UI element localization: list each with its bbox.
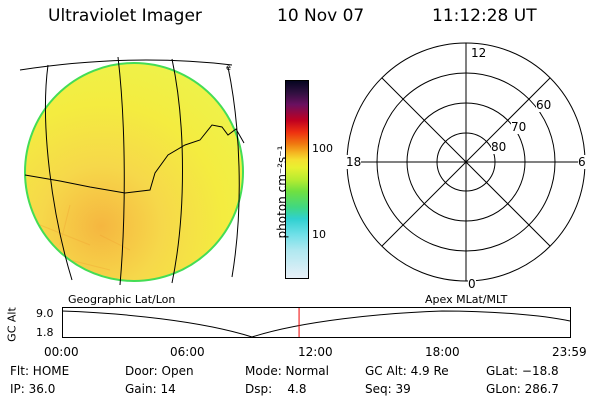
polar-plot: [346, 42, 586, 282]
status-gc-alt: GC Alt: 4.9 Re: [365, 364, 449, 378]
status-ip: IP: 36.0: [10, 382, 56, 396]
instrument-title: Ultraviolet Imager: [48, 6, 202, 26]
mlt-label-0: 0: [468, 277, 476, 291]
apex-label: Apex MLat/MLT: [425, 293, 508, 306]
altitude-curve: [61, 310, 571, 338]
status-mode: Mode: Normal: [245, 364, 329, 378]
altitude-xtick-1: 06:00: [170, 345, 205, 359]
colorbar-tick-100: 100: [312, 142, 333, 155]
status-glon: GLon: 286.7: [486, 382, 559, 396]
colorbar-tick-10: 10: [312, 228, 326, 241]
altitude-xtick-3: 18:00: [425, 345, 460, 359]
mlat-label-60: 60: [536, 98, 552, 112]
status-dsp: Dsp: 4.8: [245, 382, 307, 396]
geographic-image: e: [19, 56, 245, 286]
status-seq: Seq: 39: [365, 382, 411, 396]
status-glat: GLat: −18.8: [486, 364, 559, 378]
altitude-xtick-2: 12:00: [298, 345, 333, 359]
altitude-ytick-min: 1.8: [36, 326, 54, 339]
image-date: 10 Nov 07: [277, 6, 365, 26]
colorbar: [285, 80, 309, 279]
altitude-xtick-4: 23:59: [552, 345, 587, 359]
altitude-ylabel: GC Alt: [5, 307, 19, 342]
coastline: [24, 124, 245, 194]
mlt-label-6: 6: [578, 155, 586, 169]
colorbar-unit-label: photon cm⁻²s⁻¹: [275, 145, 289, 239]
mlt-label-18: 18: [346, 155, 362, 169]
status-gain: Gain: 14: [125, 382, 176, 396]
earth-disk: [24, 62, 244, 282]
status-door: Door: Open: [125, 364, 194, 378]
altitude-ytick-max: 9.0: [36, 307, 54, 320]
mlat-label-70: 70: [511, 120, 527, 134]
mlt-label-12: 12: [471, 46, 487, 60]
status-flight: Flt: HOME: [10, 364, 70, 378]
altitude-xtick-0: 00:00: [44, 345, 79, 359]
mlat-label-80: 80: [491, 140, 507, 154]
altitude-plot: [61, 307, 571, 338]
geographic-grid: [19, 56, 240, 286]
svg-text:e: e: [226, 63, 231, 72]
geographic-label: Geographic Lat/Lon: [68, 293, 176, 306]
image-time: 11:12:28 UT: [432, 6, 537, 26]
